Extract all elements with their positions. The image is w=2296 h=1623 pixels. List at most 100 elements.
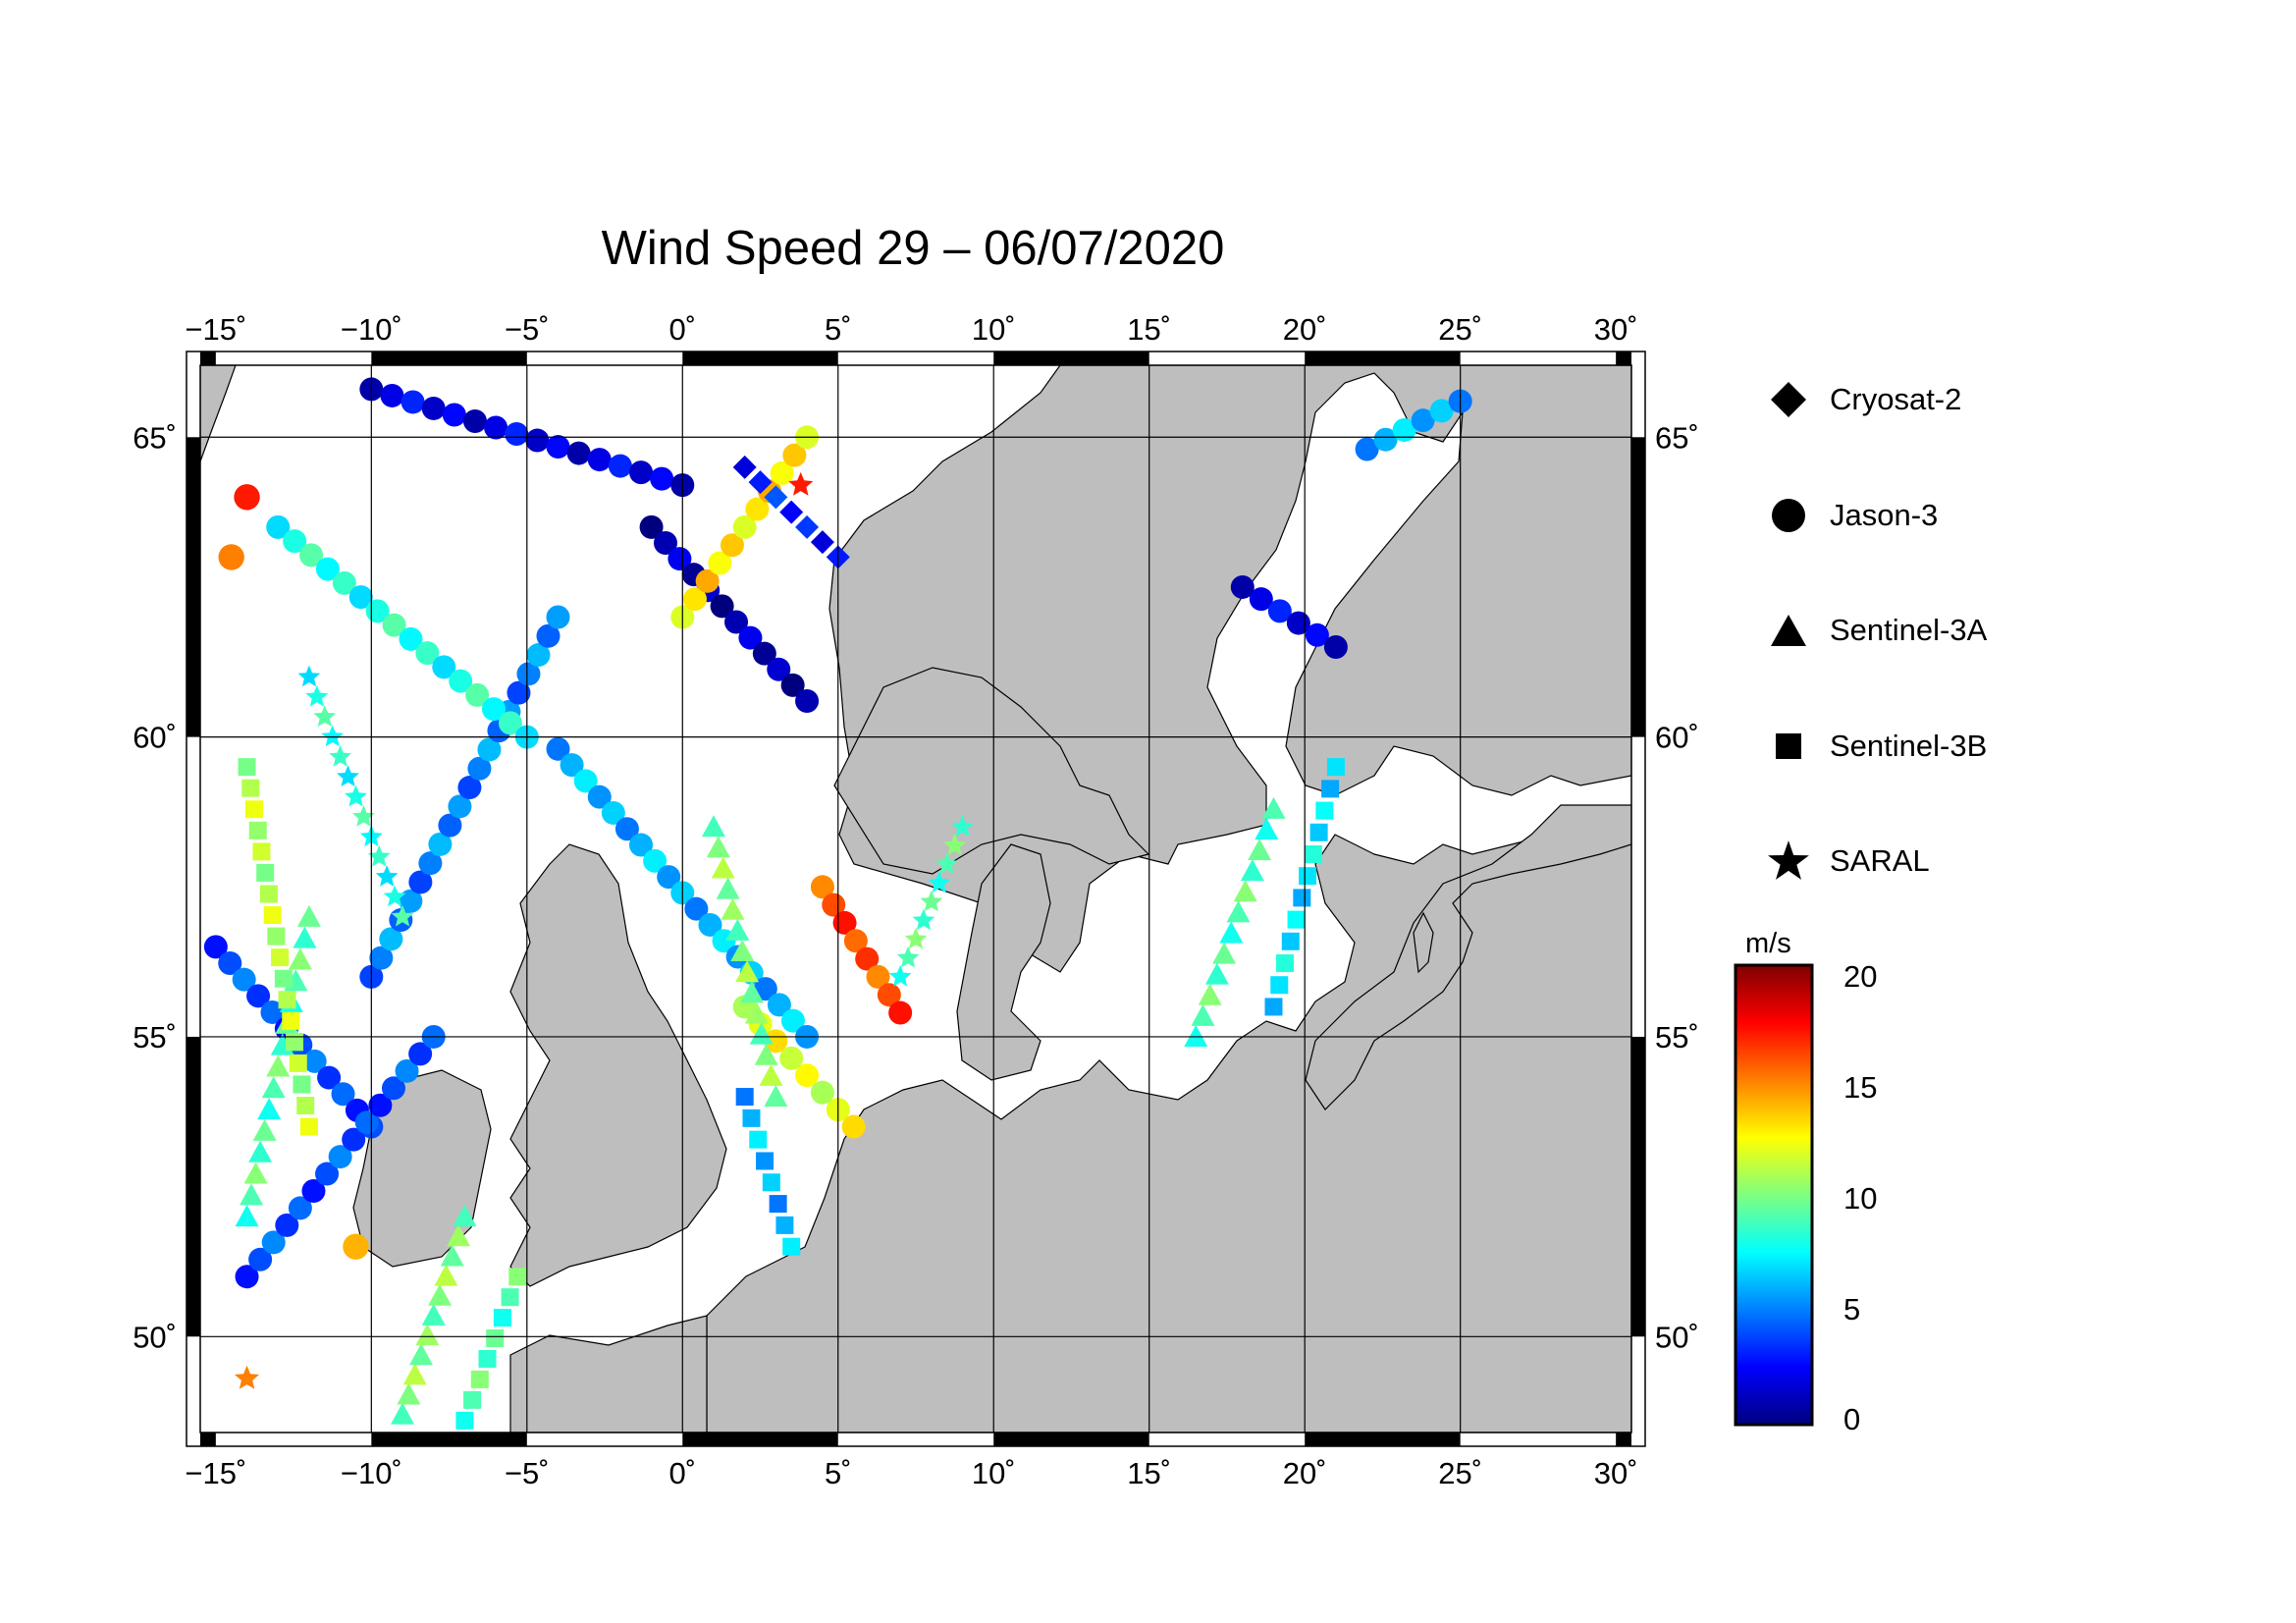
wind-point-sentinel-3b (463, 1390, 482, 1409)
wind-point-sentinel-3a (243, 1162, 268, 1184)
frame-segment (1305, 352, 1461, 365)
lon-tick-label: −5˚ (505, 1456, 550, 1490)
triangle-icon (1767, 609, 1810, 652)
wind-point-cryosat-2 (779, 500, 804, 524)
wind-point-sentinel-3a (730, 940, 755, 962)
wind-point-jason-3 (525, 428, 550, 453)
lon-tick-label: 15˚ (1127, 312, 1171, 347)
colorbar-tick: 20 (1843, 959, 1878, 994)
wind-point-sentinel-3a (235, 1205, 259, 1227)
wind-point-saral (367, 844, 391, 867)
lon-tick-label: −10˚ (341, 1456, 402, 1490)
wind-point-jason-3 (218, 951, 242, 976)
wind-point-sentinel-3b (256, 863, 275, 882)
wind-point-sentinel-3a (721, 897, 745, 920)
wind-point-jason-3 (301, 1178, 326, 1203)
wind-point-jason-3 (667, 547, 692, 571)
wind-point-jason-3 (266, 514, 291, 539)
wind-point-jason-3 (639, 514, 664, 539)
wind-point-sentinel-3a (735, 960, 760, 983)
wind-point-sentinel-3a (453, 1205, 477, 1227)
wind-point-jason-3 (587, 448, 612, 472)
wind-point-jason-3 (467, 756, 492, 781)
wind-point-sentinel-3a (1240, 859, 1264, 882)
wind-point-jason-3 (382, 613, 406, 637)
wind-point-cryosat-2 (764, 485, 788, 510)
wind-point-jason-3 (753, 977, 777, 1001)
wind-point-saral (935, 852, 959, 875)
frame-segment (187, 1036, 200, 1337)
frame-segment (993, 1433, 1149, 1446)
wind-point-cryosat-2 (810, 530, 834, 555)
wind-point-sentinel-3a (293, 926, 317, 948)
square-icon (1767, 725, 1810, 768)
wind-point-saral (928, 871, 951, 893)
lat-tick-label: 65˚ (1655, 420, 1699, 455)
wind-point-sentinel-3a (397, 1382, 421, 1405)
wind-point-jason-3 (795, 1063, 820, 1088)
land-jutland (956, 843, 1051, 1081)
wind-point-jason-3 (1392, 417, 1416, 442)
wind-point-jason-3 (507, 680, 531, 705)
wind-point-sentinel-3b (501, 1288, 519, 1307)
wind-point-sentinel-3b (241, 779, 260, 797)
wind-point-sentinel-3b (1264, 998, 1283, 1016)
wind-point-sentinel-3a (240, 1183, 264, 1206)
wind-point-jason-3 (438, 813, 462, 838)
wind-point-jason-3 (380, 383, 404, 407)
wind-point-jason-3 (315, 1162, 340, 1186)
wind-point-sentinel-3b (278, 991, 296, 1009)
colorbar (1734, 963, 1814, 1427)
wind-point-jason-3 (877, 983, 901, 1007)
wind-point-jason-3 (526, 643, 551, 668)
wind-point-sentinel-3a (288, 947, 312, 970)
wind-point-cryosat-2 (748, 470, 773, 495)
lat-tick-label: 60˚ (133, 721, 177, 755)
lat-tick-label: 50˚ (1655, 1320, 1699, 1354)
wind-point-sentinel-3b (259, 885, 278, 903)
wind-point-jason-3 (399, 626, 423, 651)
wind-point-saral (383, 885, 406, 907)
wind-point-jason-3 (695, 568, 720, 593)
wind-point-saral (352, 805, 375, 827)
wind-point-sentinel-3a (1184, 1024, 1208, 1047)
wind-point-jason-3 (601, 800, 625, 825)
wind-point-jason-3 (399, 889, 423, 913)
wind-point-jason-3 (795, 688, 820, 713)
frame-segment (682, 1433, 838, 1446)
wind-point-jason-3 (566, 441, 591, 465)
frame-segment (993, 352, 1149, 365)
wind-point-sentinel-3b (1321, 780, 1340, 798)
wind-point-jason-3 (332, 570, 356, 595)
wind-point-sentinel-3b (1293, 889, 1311, 907)
wind-point-jason-3 (381, 1076, 405, 1101)
wind-point-jason-3 (767, 657, 791, 681)
wind-point-jason-3 (457, 776, 482, 800)
wind-point-jason-3 (629, 833, 654, 857)
wind-point-saral (943, 834, 966, 855)
wind-point-sentinel-3a (409, 1343, 434, 1366)
wind-point-sentinel-3a (257, 1098, 282, 1120)
frame-segment (187, 437, 200, 737)
frame-segment (200, 1433, 216, 1446)
colorbar-tick: 5 (1843, 1292, 1861, 1326)
lat-tick-label: 65˚ (133, 420, 177, 455)
wind-point-sentinel-3b (263, 906, 282, 925)
wind-point-jason-3 (684, 896, 709, 921)
lat-tick-label: 55˚ (1655, 1020, 1699, 1055)
wind-point-jason-3 (573, 769, 598, 793)
wind-point-jason-3 (1373, 427, 1398, 452)
wind-point-sentinel-3b (1287, 910, 1306, 929)
wind-point-sentinel-3b (1270, 976, 1289, 995)
wind-point-jason-3 (608, 454, 632, 478)
wind-point-saral (305, 684, 329, 707)
wind-point-jason-3 (432, 655, 456, 679)
map-frame (186, 351, 1646, 1447)
wind-point-jason-3 (724, 610, 749, 634)
frame-inner (199, 364, 1632, 1434)
wind-point-jason-3 (629, 460, 654, 485)
wind-point-jason-3 (770, 460, 794, 485)
wind-point-sentinel-3a (764, 1085, 788, 1108)
wind-point-sentinel-3b (1326, 758, 1345, 777)
